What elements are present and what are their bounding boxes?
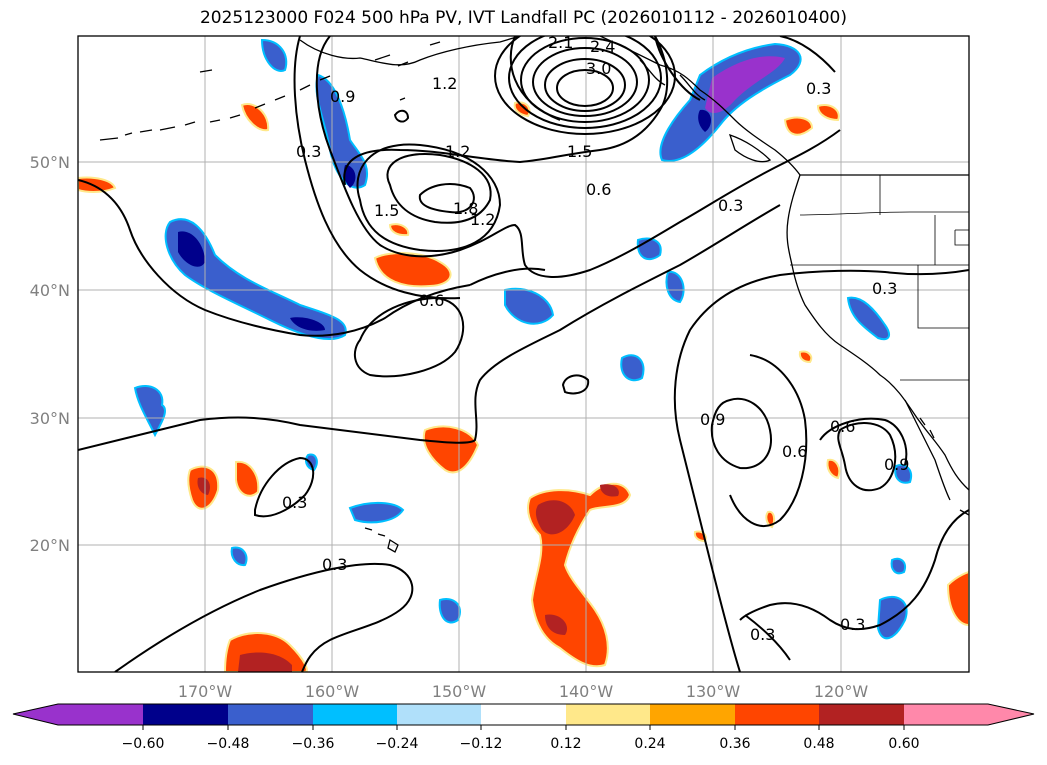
contour-label: 0.3 [718, 196, 743, 215]
colorbar-tick: 0.60 [888, 736, 919, 752]
colorbar-segment [650, 704, 735, 725]
lon-label: 140°W [559, 682, 614, 701]
contour-label: 0.3 [322, 555, 347, 574]
colorbar-segment [819, 704, 904, 725]
contour-label: 0.6 [419, 291, 444, 310]
colorbar-tick: −0.24 [376, 736, 419, 752]
contour-label: 0.3 [750, 625, 775, 644]
contour-label: 1.2 [432, 74, 457, 93]
contour-label: 0.9 [884, 455, 909, 474]
lat-label: 40°N [30, 281, 70, 300]
colorbar-segment [313, 704, 397, 725]
contour-label: 1.2 [445, 142, 470, 161]
contour-label: 0.6 [586, 180, 611, 199]
map-panel [78, 36, 969, 672]
coastlines [99, 36, 969, 553]
lat-label: 20°N [30, 536, 70, 555]
contour-label: 0.3 [840, 615, 865, 634]
colorbar-segment [566, 704, 650, 725]
colorbar-tick: −0.60 [122, 736, 165, 752]
colorbar-tick: −0.48 [207, 736, 250, 752]
colorbar-segment [904, 704, 988, 725]
lon-label: 120°W [814, 682, 869, 701]
contour-label: 0.3 [806, 79, 831, 98]
contour-label: 0.3 [282, 493, 307, 512]
colorbar-segment [481, 704, 566, 725]
contour-label: 0.6 [830, 417, 855, 436]
lat-label: 30°N [30, 409, 70, 428]
colorbar-segment [397, 704, 481, 725]
map-title: 2025123000 F024 500 hPa PV, IVT Landfall… [199, 8, 847, 28]
pv-contours [78, 36, 969, 672]
colorbar-segment [735, 704, 819, 725]
lon-label: 170°W [178, 682, 233, 701]
contour-label: 1.8 [453, 199, 478, 218]
colorbar-tick: −0.36 [292, 736, 335, 752]
contour-label: 3.0 [586, 59, 611, 78]
longitude-labels: 170°W 160°W 150°W 140°W 130°W 120°W [178, 682, 869, 701]
colorbar: −0.60 −0.48 −0.36 −0.24 −0.12 0.12 0.24 … [12, 703, 1035, 752]
colorbar-extend-high [988, 704, 1034, 725]
colorbar-tick: −0.12 [460, 736, 503, 752]
contour-label: 0.6 [782, 442, 807, 461]
colorbar-tick: 0.48 [803, 736, 834, 752]
latitude-labels: 50°N 40°N 30°N 20°N [30, 153, 70, 555]
colorbar-extend-low [13, 704, 58, 725]
lon-label: 150°W [432, 682, 487, 701]
contour-label: 0.9 [330, 87, 355, 106]
contour-label: 0.3 [872, 279, 897, 298]
colorbar-segment [143, 704, 228, 725]
contour-label: 0.9 [700, 410, 725, 429]
ivt-anomaly-shading [78, 38, 969, 672]
neg-anomaly-gulf-alaska [260, 38, 288, 72]
contour-label: 1.5 [567, 142, 592, 161]
pos-anomaly-central-pacific [373, 252, 452, 288]
colorbar-tick: 0.24 [634, 736, 665, 752]
colorbar-segment [228, 704, 313, 725]
contour-label: 1.5 [374, 201, 399, 220]
contour-labels: 2.1 2.4 3.0 1.2 1.2 1.5 0.9 0.3 1.5 1.8 … [282, 33, 909, 644]
contour-label: 1.2 [470, 210, 495, 229]
contour-label: 2.4 [590, 37, 615, 56]
colorbar-segment [58, 704, 143, 725]
contour-label: 2.1 [548, 33, 573, 52]
lon-label: 130°W [686, 682, 741, 701]
neg-anomaly-aleutian [164, 218, 347, 341]
lon-label: 160°W [305, 682, 360, 701]
contour-label: 0.3 [296, 142, 321, 161]
colorbar-tick: 0.36 [719, 736, 750, 752]
map-border [77, 35, 970, 673]
lat-label: 50°N [30, 153, 70, 172]
colorbar-tick: 0.12 [550, 736, 581, 752]
